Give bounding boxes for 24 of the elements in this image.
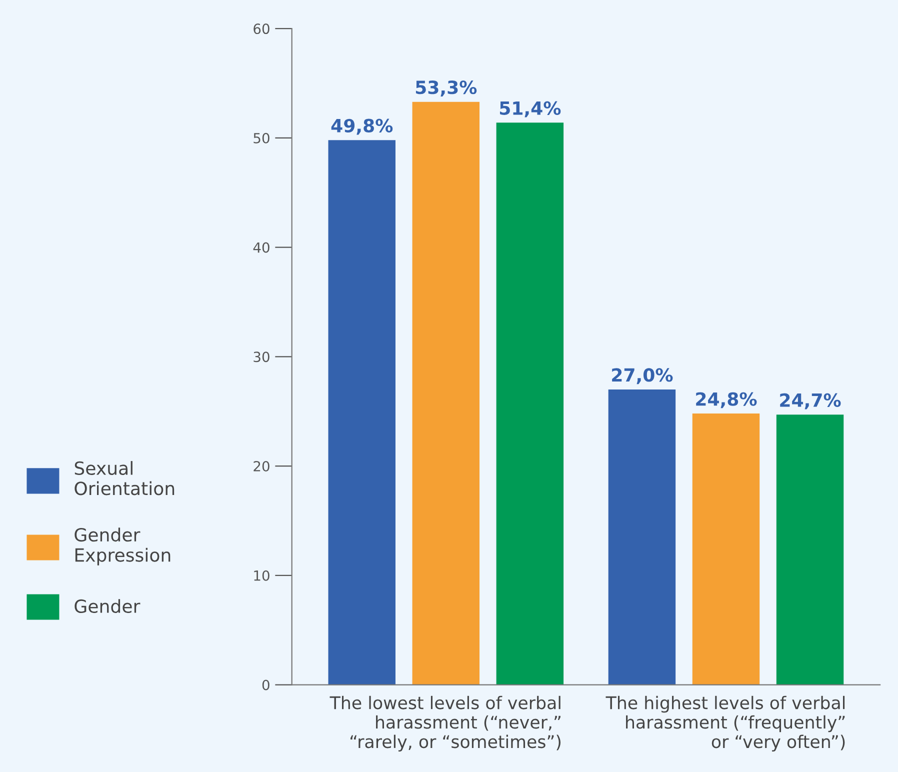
y-tick-label: 20 bbox=[254, 461, 270, 472]
bar bbox=[608, 389, 676, 685]
data-label: 53,3% bbox=[416, 80, 477, 96]
bar bbox=[496, 122, 564, 685]
bar bbox=[776, 414, 844, 685]
x-tick-label: The highest levels of verbal harassment (“frequently” or “very often”) bbox=[606, 696, 845, 752]
y-tick-label: 60 bbox=[254, 24, 270, 34]
bar bbox=[328, 140, 396, 685]
x-tick-label: The lowest levels of verbal harassment (“never,” “rarely, or “sometimes”) bbox=[330, 696, 560, 752]
bar bbox=[412, 102, 480, 685]
data-label: 51,4% bbox=[500, 101, 561, 118]
y-tick-label: 40 bbox=[253, 242, 270, 253]
legend-label: Gender bbox=[74, 599, 140, 614]
data-label: 24,8% bbox=[696, 392, 757, 408]
data-label: 24,7% bbox=[780, 393, 841, 410]
y-tick-label: 30 bbox=[254, 352, 270, 362]
y-tick-label: 0 bbox=[262, 680, 270, 690]
data-label: 49,8% bbox=[331, 118, 393, 135]
y-tick-label: 50 bbox=[254, 132, 270, 144]
data-label: 27,0% bbox=[612, 368, 673, 384]
bar bbox=[692, 414, 760, 685]
y-tick-label: 10 bbox=[254, 570, 270, 581]
legend-label: Gender Expression bbox=[74, 528, 170, 566]
legend-label: Sexual Orientation bbox=[74, 461, 174, 496]
